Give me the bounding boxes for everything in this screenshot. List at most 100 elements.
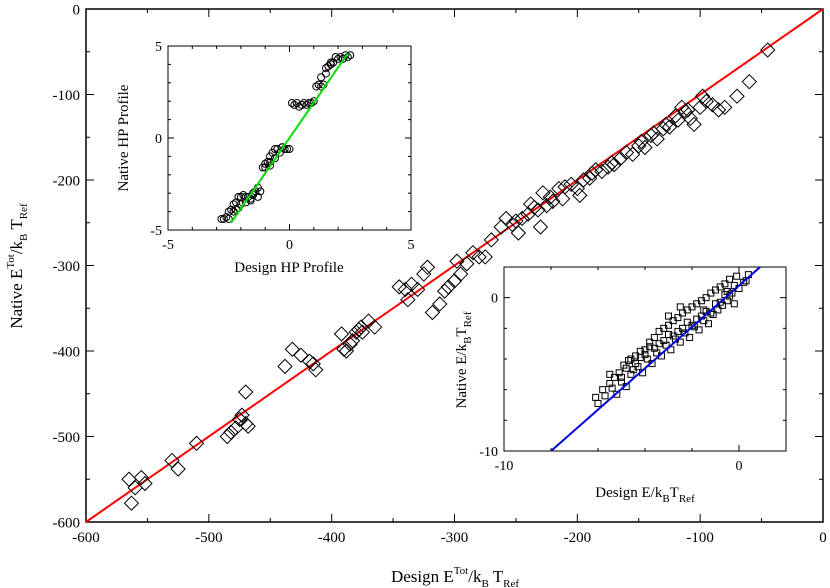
data-point (681, 329, 689, 337)
data-point (600, 159, 616, 175)
data-point (514, 210, 530, 227)
data-point (366, 319, 383, 335)
data-point (606, 156, 622, 173)
data-point (709, 311, 717, 319)
inset-hp-fit-line (230, 52, 349, 224)
data-point (333, 326, 350, 342)
data-point (604, 155, 620, 171)
data-point (542, 189, 559, 205)
data-point (662, 341, 670, 349)
data-point (695, 326, 703, 334)
inset-hp-y-axis-title: Native HP Profile (116, 84, 132, 191)
data-point (702, 294, 710, 302)
data-point (219, 214, 228, 223)
y-tick-label: -10 (479, 445, 498, 460)
inset-hp-axis-ticks: -5 0 5 -5 0 5 (150, 40, 414, 253)
data-point (686, 334, 694, 342)
data-point (710, 102, 727, 118)
data-point (557, 179, 573, 195)
data-point (641, 350, 649, 358)
data-point (321, 69, 330, 78)
data-point (471, 249, 487, 265)
data-point (239, 191, 248, 200)
fit-line (550, 266, 761, 452)
main-axis-ticks: -600 -500 -400 -300 -200 -100 0-600-500-400-30… (53, 2, 827, 546)
data-point (302, 100, 311, 109)
data-point (679, 324, 687, 332)
data-point (674, 314, 682, 322)
data-point (665, 330, 672, 338)
data-point (669, 332, 677, 340)
data-point (627, 355, 635, 363)
data-point (624, 146, 641, 163)
data-point (694, 88, 711, 104)
data-point (676, 338, 684, 346)
data-point (305, 356, 321, 372)
data-point (284, 341, 301, 357)
data-point (326, 60, 335, 69)
data-point (658, 116, 674, 133)
data-point (721, 280, 729, 288)
data-point (342, 336, 358, 352)
data-point (526, 199, 543, 216)
data-point (700, 306, 708, 314)
data-point (686, 116, 702, 133)
inset-e-y-axis-title: Native E/kBTRef (454, 311, 474, 408)
data-point (612, 150, 629, 167)
data-point (436, 283, 453, 299)
inset-e-frame (503, 266, 787, 452)
data-point (419, 259, 436, 275)
data-point (680, 102, 696, 118)
inset-e-plot: -10 0 -10 0 Design E/kBTRef Native E/kBTRef (454, 266, 787, 505)
data-point (338, 343, 355, 359)
data-point (618, 378, 625, 386)
x-tick-label: -400 (318, 530, 346, 546)
data-point (354, 324, 371, 340)
y-tick-label: -600 (53, 515, 81, 531)
data-point (740, 278, 748, 286)
y-tick-label: -100 (53, 88, 81, 104)
data-point (650, 344, 658, 352)
data-point (391, 279, 407, 295)
data-point (219, 428, 235, 445)
data-point (336, 341, 352, 357)
data-point (409, 281, 426, 298)
data-point (297, 100, 306, 109)
x-tick-label: -5 (162, 238, 174, 253)
data-point (293, 347, 309, 363)
y-tick-label: -5 (150, 224, 162, 239)
inset-e-data-points (592, 271, 752, 407)
data-point (227, 205, 236, 214)
y-tick-label: -200 (53, 173, 81, 189)
y-tick-label: 5 (155, 40, 162, 55)
data-point (730, 300, 738, 308)
data-point (637, 139, 653, 156)
data-point (446, 273, 463, 289)
data-point (170, 461, 186, 477)
data-point (287, 99, 296, 108)
x-tick-label: -10 (495, 459, 514, 474)
data-point (594, 163, 610, 180)
data-point (314, 80, 323, 89)
data-point (606, 380, 614, 388)
data-point (660, 337, 668, 345)
data-point (416, 266, 432, 282)
data-point (121, 471, 137, 487)
data-point (608, 384, 616, 392)
y-tick-label: 0 (73, 2, 81, 18)
data-point (575, 172, 592, 188)
data-point (632, 360, 640, 368)
data-point (234, 407, 250, 423)
data-point (270, 154, 279, 163)
data-point (588, 162, 604, 178)
data-point (285, 145, 294, 154)
data-point (655, 120, 672, 137)
y-tick-label: -400 (53, 344, 81, 360)
data-point (615, 369, 623, 377)
data-point (256, 187, 265, 196)
inset-e-fit-line (550, 266, 761, 452)
data-point (449, 253, 465, 269)
data-point (670, 112, 686, 128)
data-point (465, 244, 481, 261)
